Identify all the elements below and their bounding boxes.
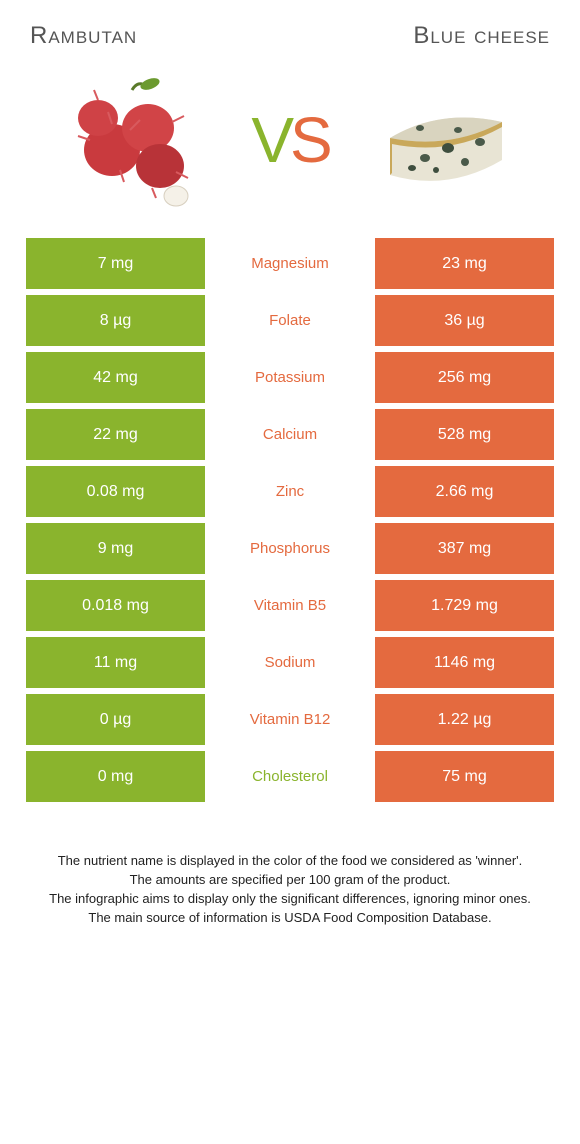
left-value: 0.018 mg	[26, 580, 205, 631]
hero-row: VS	[0, 50, 580, 238]
nutrient-name: Calcium	[205, 409, 375, 460]
left-value: 0 µg	[26, 694, 205, 745]
left-value: 0.08 mg	[26, 466, 205, 517]
footnote-line: The infographic aims to display only the…	[28, 890, 552, 909]
right-value: 1.22 µg	[375, 694, 554, 745]
nutrient-table: 7 mgMagnesium23 mg 8 µgFolate36 µg 42 mgPo…	[26, 238, 554, 802]
nutrient-name: Magnesium	[205, 238, 375, 289]
nutrient-row: 8 µgFolate36 µg	[26, 295, 554, 346]
rambutan-image	[60, 70, 210, 210]
right-value: 75 mg	[375, 751, 554, 802]
nutrient-name: Vitamin B12	[205, 694, 375, 745]
footnote-line: The main source of information is USDA F…	[28, 909, 552, 928]
nutrient-row: 0 mgCholesterol75 mg	[26, 751, 554, 802]
right-value: 1146 mg	[375, 637, 554, 688]
left-value: 22 mg	[26, 409, 205, 460]
right-value: 36 µg	[375, 295, 554, 346]
right-value: 23 mg	[375, 238, 554, 289]
nutrient-row: 11 mgSodium1146 mg	[26, 637, 554, 688]
right-food-title: Blue cheese	[290, 22, 550, 50]
nutrient-row: 0.018 mgVitamin B51.729 mg	[26, 580, 554, 631]
left-value: 0 mg	[26, 751, 205, 802]
vs-label: VS	[251, 103, 328, 177]
nutrient-row: 0 µgVitamin B121.22 µg	[26, 694, 554, 745]
nutrient-name: Vitamin B5	[205, 580, 375, 631]
right-value: 1.729 mg	[375, 580, 554, 631]
header: Rambutan Blue cheese	[0, 0, 580, 50]
vs-v: V	[251, 103, 290, 177]
left-value: 42 mg	[26, 352, 205, 403]
left-value: 11 mg	[26, 637, 205, 688]
footnote-line: The nutrient name is displayed in the co…	[28, 852, 552, 871]
right-value: 2.66 mg	[375, 466, 554, 517]
footnotes: The nutrient name is displayed in the co…	[28, 852, 552, 927]
right-value: 256 mg	[375, 352, 554, 403]
nutrient-row: 0.08 mgZinc2.66 mg	[26, 466, 554, 517]
right-value: 528 mg	[375, 409, 554, 460]
nutrient-name: Sodium	[205, 637, 375, 688]
nutrient-name: Zinc	[205, 466, 375, 517]
nutrient-name: Cholesterol	[205, 751, 375, 802]
footnote-line: The amounts are specified per 100 gram o…	[28, 871, 552, 890]
vs-s: S	[290, 103, 329, 177]
left-food-title: Rambutan	[30, 22, 290, 50]
left-value: 7 mg	[26, 238, 205, 289]
right-value: 387 mg	[375, 523, 554, 574]
blue-cheese-image	[370, 70, 520, 210]
nutrient-row: 9 mgPhosphorus387 mg	[26, 523, 554, 574]
nutrient-name: Phosphorus	[205, 523, 375, 574]
nutrient-name: Folate	[205, 295, 375, 346]
nutrient-row: 42 mgPotassium256 mg	[26, 352, 554, 403]
left-value: 8 µg	[26, 295, 205, 346]
nutrient-name: Potassium	[205, 352, 375, 403]
nutrient-row: 22 mgCalcium528 mg	[26, 409, 554, 460]
left-value: 9 mg	[26, 523, 205, 574]
nutrient-row: 7 mgMagnesium23 mg	[26, 238, 554, 289]
